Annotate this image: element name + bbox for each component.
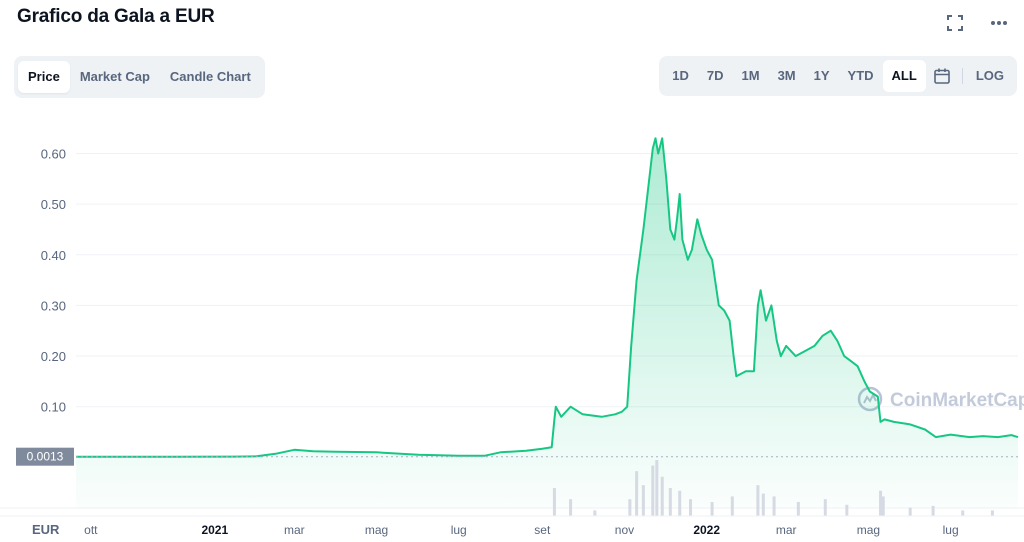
watermark: CoinMarketCap — [857, 386, 1024, 412]
y-tick-label: 0.50 — [41, 197, 66, 212]
volume-bar — [761, 493, 765, 516]
volume-bar — [569, 499, 573, 516]
price-line — [76, 137, 1019, 458]
price-tag-label: 0.0013 — [27, 450, 64, 464]
x-tick-label: 2022 — [693, 523, 720, 537]
volume-bar — [990, 510, 994, 516]
range-3m[interactable]: 3M — [777, 68, 796, 83]
watermark-text: CoinMarketCap — [890, 390, 1024, 411]
range-7d[interactable]: 7D — [706, 68, 724, 83]
x-tick-label: mag — [857, 523, 880, 537]
y-tick-label: 0.40 — [41, 248, 66, 263]
currency-label: EUR — [32, 522, 60, 537]
range-1y[interactable]: 1Y — [813, 68, 830, 83]
x-tick-label: set — [534, 523, 551, 537]
volume-bar — [772, 496, 776, 516]
volume-bar — [730, 496, 734, 516]
chart-type-tabs: Price Market Cap Candle Chart — [14, 56, 265, 98]
volume-bar — [710, 502, 714, 516]
y-axis: 0.60 0.50 0.40 0.30 0.20 0.10 — [41, 146, 66, 414]
volume-bar — [961, 510, 965, 516]
volume-bar — [651, 465, 655, 516]
x-tick-label: lug — [451, 523, 467, 537]
range-1d[interactable]: 1D — [672, 68, 689, 83]
volume-bar — [796, 502, 800, 516]
log-scale-toggle[interactable]: LOG — [975, 68, 1004, 83]
volume-bar — [668, 488, 672, 516]
price-tag: 0.0013 — [16, 447, 74, 466]
volume-bar — [689, 499, 693, 516]
volume-bar — [845, 504, 849, 516]
volume-bar — [552, 488, 556, 516]
y-tick-label: 0.30 — [41, 298, 66, 313]
volume-bar — [931, 505, 935, 516]
volume-bar — [678, 490, 682, 516]
range-ytd[interactable]: YTD — [847, 68, 874, 83]
x-axis: ott 2021 mar mag lug set nov 2022 mar mag lug — [84, 523, 958, 537]
more-icon[interactable] — [988, 12, 1010, 34]
volume-bar — [881, 496, 885, 516]
y-tick-label: 0.20 — [41, 349, 66, 364]
y-tick-label: 0.10 — [41, 400, 66, 415]
volume-bars — [0, 460, 1024, 517]
volume-bar — [593, 510, 597, 516]
tab-price[interactable]: Price — [18, 61, 70, 93]
x-tick-label: mar — [776, 523, 797, 537]
x-tick-label: lug — [943, 523, 959, 537]
volume-bar — [823, 499, 827, 516]
volume-bar — [655, 460, 659, 516]
time-range-selector: 1D 7D 1M 3M 1Y YTD ALL LOG — [659, 56, 1017, 96]
x-tick-label: mar — [284, 523, 305, 537]
tab-candle-chart[interactable]: Candle Chart — [169, 69, 251, 84]
x-tick-label: 2021 — [201, 523, 228, 537]
range-1m[interactable]: 1M — [741, 68, 760, 83]
y-tick-label: 0.60 — [41, 146, 66, 161]
x-tick-label: ott — [84, 523, 98, 537]
x-tick-label: mag — [365, 523, 388, 537]
calendar-icon[interactable] — [926, 60, 958, 92]
volume-bar — [879, 490, 883, 516]
fullscreen-icon[interactable] — [944, 12, 966, 34]
tab-market-cap[interactable]: Market Cap — [79, 69, 150, 84]
volume-bar — [641, 485, 645, 516]
volume-bar — [756, 485, 760, 516]
chart-title: Grafico da Gala a EUR — [17, 6, 215, 27]
top-actions — [944, 12, 1010, 34]
price-tag-bg — [16, 447, 74, 466]
price-area — [76, 138, 1018, 509]
volume-bar — [908, 507, 912, 516]
volume-bar — [660, 476, 664, 516]
x-tick-label: nov — [615, 523, 634, 537]
range-all[interactable]: ALL — [882, 60, 926, 92]
divider — [961, 68, 963, 84]
volume-bar — [628, 499, 632, 516]
volume-bar — [635, 471, 639, 516]
